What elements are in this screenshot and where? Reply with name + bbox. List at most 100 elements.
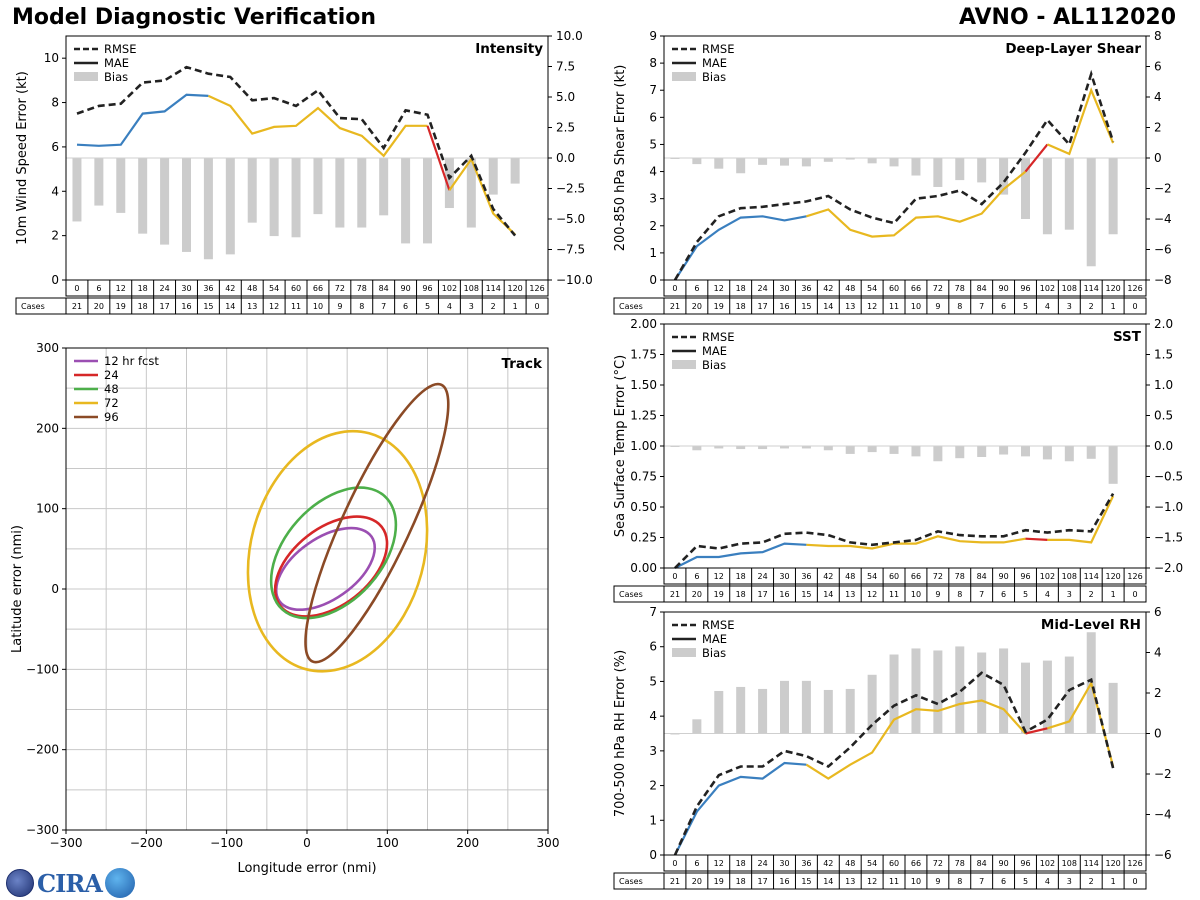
bias-bar xyxy=(335,158,345,228)
hour-label: 90 xyxy=(998,284,1008,293)
y-tick-label: 6 xyxy=(649,110,657,124)
hour-label: 120 xyxy=(1105,284,1120,293)
legend-mae-label: MAE xyxy=(702,632,727,646)
bias-bar xyxy=(160,158,170,245)
case-count: 4 xyxy=(1045,590,1050,599)
hour-label: 24 xyxy=(757,859,767,868)
hour-label: 30 xyxy=(779,572,789,581)
hour-label: 30 xyxy=(779,859,789,868)
legend-bias-swatch xyxy=(74,72,98,81)
case-count: 16 xyxy=(779,877,789,886)
case-count: 18 xyxy=(736,590,746,599)
mae-line xyxy=(1046,87,1115,156)
bias-tick-label: −8 xyxy=(1154,273,1172,287)
y-tick-label: 2.00 xyxy=(630,317,657,331)
hour-label: 126 xyxy=(1127,284,1142,293)
bias-bar xyxy=(780,680,789,734)
bias-bar xyxy=(933,650,943,734)
y-tick-label: 2 xyxy=(649,779,657,793)
hour-label: 108 xyxy=(464,284,479,293)
bias-bar xyxy=(1021,158,1030,219)
bias-bar xyxy=(269,158,279,237)
hour-label: 48 xyxy=(845,284,855,293)
bias-bar xyxy=(867,158,877,164)
hour-label: 6 xyxy=(694,284,699,293)
bias-bar xyxy=(823,689,833,734)
case-count: 0 xyxy=(1132,877,1137,886)
case-count: 12 xyxy=(867,302,877,311)
bias-bar xyxy=(225,158,235,255)
hour-label: 90 xyxy=(400,284,410,293)
y-tick-label: 0 xyxy=(649,273,657,287)
hour-label: 0 xyxy=(672,859,677,868)
bias-bar xyxy=(889,654,899,734)
y-tick-label: 1 xyxy=(649,813,657,827)
hour-label: 84 xyxy=(977,284,987,293)
case-count: 9 xyxy=(337,302,342,311)
bias-bar xyxy=(714,446,724,449)
cases-row xyxy=(613,585,1147,603)
cira-logo-text: CIRA xyxy=(37,868,103,898)
case-count: 19 xyxy=(714,302,724,311)
case-count: 8 xyxy=(957,590,962,599)
bias-bar xyxy=(911,648,921,734)
hour-label: 42 xyxy=(823,284,833,293)
legend-bias-label: Bias xyxy=(702,70,726,84)
y-tick-label: 6 xyxy=(649,640,657,654)
hour-label: 42 xyxy=(225,284,235,293)
mae-line xyxy=(806,535,1026,550)
case-count: 20 xyxy=(692,877,702,886)
case-count: 11 xyxy=(291,302,301,311)
bias-bar xyxy=(911,446,921,457)
mae-line xyxy=(76,93,209,147)
legend-mae-label: MAE xyxy=(702,344,727,358)
bias-tick-label: 8 xyxy=(1154,29,1162,43)
hour-label: 12 xyxy=(714,572,724,581)
hour-label: 96 xyxy=(422,284,432,293)
hour-label: 84 xyxy=(379,284,389,293)
hour-label: 108 xyxy=(1062,859,1077,868)
bias-tick-label: −2 xyxy=(1154,182,1172,196)
hour-label: 6 xyxy=(694,859,699,868)
hour-label: 6 xyxy=(694,572,699,581)
track-ellipse xyxy=(269,486,398,620)
bias-bar xyxy=(1021,662,1030,734)
y-tick-label: 0.50 xyxy=(630,500,657,514)
hour-label: 18 xyxy=(138,284,148,293)
y-tick-label: 6 xyxy=(51,140,59,154)
case-count: 6 xyxy=(1001,590,1006,599)
bias-tick-label: −4 xyxy=(1154,212,1172,226)
bias-bar xyxy=(845,688,855,734)
case-count: 7 xyxy=(381,302,386,311)
bias-tick-label: 0.0 xyxy=(1154,439,1173,453)
rmse-line xyxy=(76,65,517,237)
page-title: Model Diagnostic Verification xyxy=(12,5,377,30)
legend-label: 96 xyxy=(104,410,119,424)
cases-label: Cases xyxy=(619,590,643,599)
bias-tick-label: 7.5 xyxy=(556,60,575,74)
case-count: 16 xyxy=(779,302,789,311)
case-count: 17 xyxy=(757,877,767,886)
case-count: 0 xyxy=(534,302,539,311)
bias-bar xyxy=(1086,158,1096,267)
bias-bar xyxy=(116,158,126,213)
case-count: 15 xyxy=(801,877,811,886)
hour-label: 18 xyxy=(736,859,746,868)
y-tick-label: 8 xyxy=(649,56,657,70)
hour-label: 24 xyxy=(159,284,169,293)
hour-label: 6 xyxy=(96,284,101,293)
x-axis-label: Longitude error (nmi) xyxy=(237,861,376,876)
hour-label: 66 xyxy=(911,859,921,868)
case-count: 10 xyxy=(911,302,921,311)
case-count: 15 xyxy=(801,590,811,599)
hour-label: 102 xyxy=(1040,859,1055,868)
bias-tick-label: −2.0 xyxy=(1154,561,1183,575)
case-count: 1 xyxy=(1111,302,1116,311)
bias-tick-label: −6 xyxy=(1154,848,1172,862)
bias-bar xyxy=(466,158,476,228)
cases-row xyxy=(15,297,549,315)
hour-label: 54 xyxy=(867,284,877,293)
bias-bar xyxy=(933,446,943,462)
hour-label: 12 xyxy=(116,284,126,293)
case-count: 8 xyxy=(957,302,962,311)
